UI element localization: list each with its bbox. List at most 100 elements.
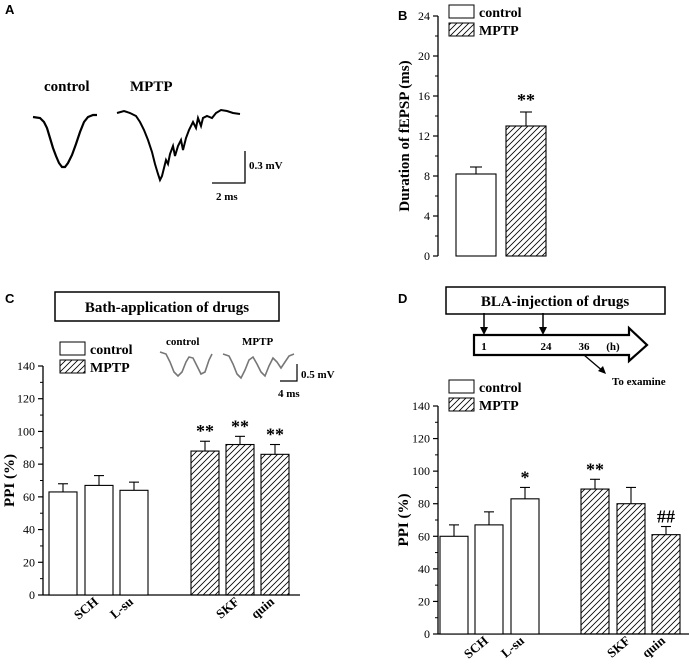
chart-d-y-tick-label: 80 [418, 497, 430, 511]
chart-c-mptp-bar [190, 450, 220, 596]
chart-c-control-bar [48, 491, 78, 596]
chart-d-y-tick-label: 140 [412, 399, 430, 413]
timeline-tick-1: 1 [481, 341, 487, 353]
panel-a-mptp-label: MPTP [130, 79, 173, 95]
timeline-tick-24: 24 [541, 341, 553, 353]
panel-c-inset-control-trace [159, 351, 213, 378]
chart-d-y-tick-label: 40 [418, 562, 430, 576]
timeline-marker-1-head [480, 327, 488, 335]
chart-b-legend-swatch-control [448, 4, 475, 19]
chart-b-y-tick-label: 4 [424, 209, 430, 223]
chart-b-control-bar [455, 173, 497, 257]
chart-b-mptp-bar [505, 125, 547, 257]
chart-d-significance: * [521, 467, 530, 487]
chart-d-control-bar [439, 535, 469, 635]
chart-b-legend-label-mptp: MPTP [479, 24, 519, 39]
chart-c-y-tick-label: 60 [23, 490, 35, 504]
timeline-examine-arrowhead [598, 366, 606, 374]
chart-b-legend-label-control: control [479, 6, 522, 21]
panel-c-inset-mptp-label: MPTP [242, 336, 273, 348]
timeline-marker-24-head [539, 327, 547, 335]
chart-c-significance: ** [196, 421, 214, 441]
chart-d-category-label: quin [639, 632, 669, 660]
chart-d-mptp-bar [616, 503, 646, 635]
chart-b-y-tick-label: 24 [418, 9, 430, 23]
chart-c-y-tick-label: 20 [23, 555, 35, 569]
panel-a-mptp-trace [116, 108, 241, 183]
panel-a-scale-time: 2 ms [216, 191, 238, 203]
chart-c-category-label: L-su [107, 594, 136, 622]
chart-d-category-label: SKF [604, 633, 633, 661]
chart-d-y-tick-label: 20 [418, 594, 430, 608]
timeline-examine-note: To examine [612, 376, 666, 388]
chart-c-y-tick-label: 140 [17, 359, 35, 373]
panel-a-letter: A [5, 2, 15, 17]
panel-c-inset-control-label: control [166, 336, 199, 348]
chart-b-significance: ** [517, 90, 535, 110]
chart-d-category-label: SCH [461, 633, 491, 662]
chart-c-significance: ** [231, 416, 249, 436]
timeline-tick-unit: (h) [606, 341, 620, 353]
panel-a-control-trace [32, 113, 97, 169]
chart-c-legend-swatch-control [59, 341, 86, 356]
chart-c-y-tick-label: 40 [23, 523, 35, 537]
chart-c-control-bar [119, 489, 149, 596]
chart-b-y-tick-label: 0 [424, 249, 430, 263]
panel-a-scale-voltage: 0.3 mV [249, 160, 283, 172]
chart-d-y-tick-label: 60 [418, 529, 430, 543]
chart-b-y-axis-label: Duration of fEPSP (ms) [397, 60, 413, 211]
chart-b-y-tick-label: 12 [418, 129, 430, 143]
chart-c-significance: ** [266, 425, 284, 445]
chart-d-category-label: L-su [498, 633, 527, 661]
panel-c-letter: C [5, 291, 15, 306]
chart-c-category-label: SCH [71, 594, 101, 623]
chart-d-legend-label-mptp: MPTP [479, 399, 519, 414]
chart-d-y-tick-label: 0 [424, 627, 430, 641]
chart-d-legend-swatch-control [448, 379, 475, 394]
chart-c-mptp-bar [260, 453, 290, 596]
chart-c-legend-swatch-mptp [59, 359, 86, 374]
chart-c-control-bar [84, 484, 114, 596]
chart-d-control-bar [510, 498, 540, 635]
chart-d-control-bar [474, 524, 504, 635]
chart-d-y-tick-label: 120 [412, 432, 430, 446]
chart-c-legend-label-mptp: MPTP [90, 361, 130, 376]
chart-c-category-label: SKF [213, 594, 242, 622]
panel-c-inset-scale-bar [280, 364, 298, 382]
chart-d-y-tick-label: 100 [412, 464, 430, 478]
chart-d-mptp-bar [651, 534, 681, 635]
chart-c-y-tick-label: 120 [17, 392, 35, 406]
chart-b-y-tick-label: 20 [418, 49, 430, 63]
chart-d: 0 20 40 60 80 100 120 140 PPI (%) SCH * L-su ** SKF ##… [396, 379, 689, 662]
panel-b-letter: B [398, 8, 407, 23]
panel-c-inset-scale-voltage: 0.5 mV [301, 369, 335, 381]
panel-c-title: Bath-application of drugs [85, 300, 249, 316]
panel-c-inset-mptp-trace [222, 353, 295, 380]
panel-c-inset-scale-time: 4 ms [278, 388, 300, 400]
timeline-arrow [472, 325, 649, 364]
timeline-tick-36: 36 [579, 341, 591, 353]
panel-c-title-box [54, 291, 280, 322]
chart-d-legend-swatch-mptp [448, 397, 475, 412]
chart-d-y-axis-label: PPI (%) [396, 494, 412, 547]
chart-b-y-tick-label: 8 [424, 169, 430, 183]
panel-d-title-box [445, 286, 666, 315]
chart-c-legend-label-control: control [90, 343, 133, 358]
chart-c-category-label: quin [248, 593, 278, 621]
chart-c: 0 20 40 60 80 100 120 140 PPI (%) SCH L-su ** ** SKF *… [2, 341, 300, 623]
chart-b-legend-swatch-mptp [448, 22, 475, 37]
panel-a-control-label: control [44, 79, 90, 95]
chart-b-y-tick-label: 16 [418, 89, 430, 103]
chart-b: 0 4 8 12 16 20 24 Duration of fEPSP (ms) ** contr… [397, 4, 547, 263]
chart-c-y-tick-label: 80 [23, 457, 35, 471]
panel-d-letter: D [398, 291, 407, 306]
chart-d-significance: ** [586, 459, 604, 479]
chart-d-significance: ## [657, 507, 675, 527]
chart-d-legend-label-control: control [479, 381, 522, 396]
chart-c-y-tick-label: 0 [29, 588, 35, 602]
chart-c-y-tick-label: 100 [17, 424, 35, 438]
chart-c-y-axis-label: PPI (%) [2, 454, 18, 507]
panel-d-title: BLA-injection of drugs [481, 294, 630, 310]
